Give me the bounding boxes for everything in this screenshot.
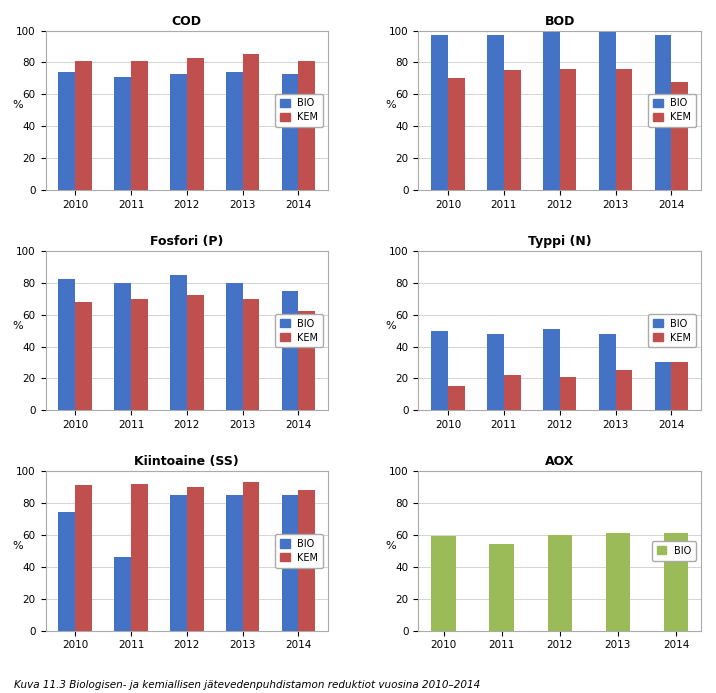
- Bar: [226, 283, 243, 410]
- Title: AOX: AOX: [545, 455, 574, 468]
- Legend: BIO: BIO: [652, 541, 696, 561]
- Bar: [281, 495, 299, 631]
- Bar: [75, 485, 92, 631]
- Title: COD: COD: [172, 15, 202, 28]
- Bar: [654, 35, 672, 190]
- Bar: [131, 61, 147, 190]
- Bar: [281, 73, 299, 190]
- Y-axis label: %: %: [385, 321, 395, 331]
- Bar: [606, 533, 630, 631]
- Bar: [243, 299, 259, 410]
- Bar: [543, 329, 560, 410]
- Legend: BIO, KEM: BIO, KEM: [275, 534, 323, 568]
- Text: Kuva 11.3 Biologisen- ja kemiallisen jätevedenpuhdistamon reduktiot vuosina 2010: Kuva 11.3 Biologisen- ja kemiallisen jät…: [14, 680, 480, 690]
- Bar: [672, 362, 688, 410]
- Bar: [75, 302, 92, 410]
- Bar: [59, 512, 75, 631]
- Bar: [431, 536, 455, 631]
- Y-axis label: %: %: [385, 100, 395, 110]
- Bar: [560, 377, 576, 410]
- Y-axis label: %: %: [12, 100, 23, 110]
- Bar: [616, 371, 632, 410]
- Bar: [431, 331, 448, 410]
- Bar: [281, 290, 299, 410]
- Bar: [599, 32, 616, 190]
- Bar: [448, 387, 465, 410]
- Legend: BIO, KEM: BIO, KEM: [275, 314, 323, 347]
- Bar: [487, 334, 504, 410]
- Bar: [115, 77, 131, 190]
- Bar: [115, 283, 131, 410]
- Bar: [170, 274, 187, 410]
- Bar: [243, 55, 259, 190]
- Legend: BIO, KEM: BIO, KEM: [648, 314, 696, 347]
- Bar: [504, 375, 521, 410]
- Title: Typpi (N): Typpi (N): [528, 235, 591, 248]
- Legend: BIO, KEM: BIO, KEM: [275, 94, 323, 127]
- Bar: [170, 495, 187, 631]
- Bar: [187, 295, 203, 410]
- Bar: [504, 71, 521, 190]
- Bar: [59, 72, 75, 190]
- Bar: [490, 545, 514, 631]
- Bar: [448, 78, 465, 190]
- Bar: [299, 311, 315, 410]
- Bar: [243, 482, 259, 631]
- Title: Fosfori (P): Fosfori (P): [150, 235, 223, 248]
- Bar: [226, 495, 243, 631]
- Y-axis label: %: %: [12, 321, 23, 331]
- Bar: [654, 362, 672, 410]
- Title: Kiintoaine (SS): Kiintoaine (SS): [135, 455, 239, 468]
- Bar: [299, 61, 315, 190]
- Bar: [672, 82, 688, 190]
- Bar: [115, 557, 131, 631]
- Bar: [59, 279, 75, 410]
- Bar: [131, 484, 147, 631]
- Bar: [187, 58, 203, 190]
- Bar: [187, 487, 203, 631]
- Bar: [131, 299, 147, 410]
- Bar: [226, 72, 243, 190]
- Bar: [599, 334, 616, 410]
- Y-axis label: %: %: [385, 541, 395, 551]
- Bar: [664, 533, 688, 631]
- Bar: [548, 535, 572, 631]
- Bar: [170, 73, 187, 190]
- Bar: [299, 490, 315, 631]
- Bar: [487, 35, 504, 190]
- Bar: [431, 35, 448, 190]
- Bar: [616, 69, 632, 190]
- Title: BOD: BOD: [545, 15, 575, 28]
- Bar: [560, 69, 576, 190]
- Bar: [543, 32, 560, 190]
- Legend: BIO, KEM: BIO, KEM: [648, 94, 696, 127]
- Y-axis label: %: %: [12, 541, 23, 551]
- Bar: [75, 61, 92, 190]
